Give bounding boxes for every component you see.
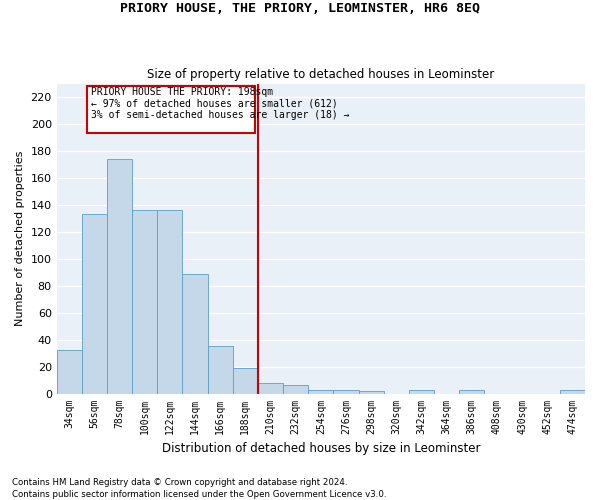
Bar — [182, 274, 208, 394]
Bar — [208, 346, 233, 394]
Bar — [258, 383, 283, 394]
X-axis label: Distribution of detached houses by size in Leominster: Distribution of detached houses by size … — [161, 442, 480, 455]
Bar — [334, 390, 359, 394]
Text: PRIORY HOUSE THE PRIORY: 198sqm
← 97% of detached houses are smaller (612)
3% of: PRIORY HOUSE THE PRIORY: 198sqm ← 97% of… — [91, 87, 349, 120]
Bar — [409, 390, 434, 394]
Bar — [359, 391, 384, 394]
Bar — [233, 368, 258, 394]
Bar — [459, 390, 484, 394]
Bar — [560, 390, 585, 394]
Y-axis label: Number of detached properties: Number of detached properties — [15, 151, 25, 326]
Bar — [157, 210, 182, 394]
Bar — [132, 210, 157, 394]
FancyBboxPatch shape — [87, 86, 256, 134]
Bar — [283, 386, 308, 394]
Bar — [308, 390, 334, 394]
Text: PRIORY HOUSE, THE PRIORY, LEOMINSTER, HR6 8EQ: PRIORY HOUSE, THE PRIORY, LEOMINSTER, HR… — [120, 2, 480, 16]
Bar — [107, 159, 132, 394]
Title: Size of property relative to detached houses in Leominster: Size of property relative to detached ho… — [147, 68, 494, 81]
Text: Contains HM Land Registry data © Crown copyright and database right 2024.
Contai: Contains HM Land Registry data © Crown c… — [12, 478, 386, 499]
Bar — [82, 214, 107, 394]
Bar — [56, 350, 82, 394]
